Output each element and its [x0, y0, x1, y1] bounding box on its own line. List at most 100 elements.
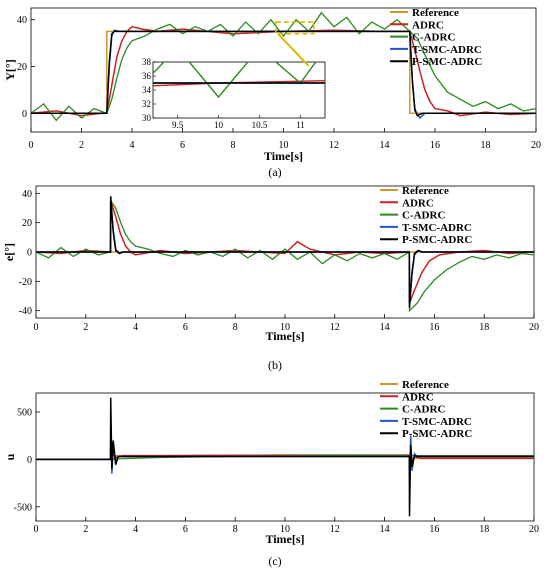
legend-label: Reference	[402, 185, 449, 197]
x-tick-label: 12	[330, 322, 340, 333]
legend-label: P-SMC-ADRC	[402, 428, 472, 440]
x-tick-label: 2	[83, 524, 88, 535]
inset-x-tick-label: 9.5	[172, 120, 184, 130]
x-tick-label: 14	[380, 322, 390, 333]
legend-label: T-SMC-ADRC	[402, 222, 472, 234]
x-tick-label: 20	[529, 524, 539, 535]
y-axis-label: Y[°]	[3, 59, 17, 80]
y-tick-label: 0	[27, 455, 32, 466]
legend-label: Reference	[412, 7, 459, 19]
x-tick-label: 10	[280, 322, 290, 333]
x-tick-label: 4	[130, 140, 135, 151]
panel-caption: (b)	[268, 358, 282, 372]
panel-a: 0 2 4 6 8 10 12 14 16 18 20 0 20 40 Time[s] Y[°] (a) Refe…	[3, 7, 541, 179]
series-line-adrc	[36, 200, 534, 304]
y-axis-label: u	[3, 453, 17, 460]
series-line-c-adrc	[31, 11, 536, 122]
x-tick-label: 20	[529, 322, 539, 333]
series-line-p-smc-adrc	[31, 30, 536, 117]
x-tick-label: 18	[481, 140, 491, 151]
y-axis-label: e[°]	[2, 243, 16, 261]
zoom-connector	[277, 33, 310, 67]
legend-label: P-SMC-ADRC	[402, 234, 472, 246]
x-tick-label: 16	[429, 322, 439, 333]
x-tick-label: 8	[231, 140, 236, 151]
inset-x-tick-label: 10.5	[252, 120, 268, 130]
x-tick-label: 20	[531, 140, 541, 151]
x-tick-label: 4	[133, 322, 138, 333]
series-line-c-adrc	[36, 198, 534, 313]
series-group	[36, 196, 534, 313]
x-tick-label: 14	[380, 140, 390, 151]
y-tick-label: 40	[17, 15, 27, 26]
x-tick-label: 16	[430, 140, 440, 151]
y-tick-label: -500	[14, 502, 32, 513]
x-tick-label: 0	[34, 322, 39, 333]
panel-caption: (c)	[268, 554, 281, 568]
x-tick-label: 6	[183, 524, 188, 535]
legend-label: ADRC	[402, 391, 434, 403]
inset-series-group	[153, 62, 325, 99]
inset-y-tick-label: 34	[142, 85, 152, 95]
x-axis-label: Time[s]	[265, 329, 304, 343]
y-tick-label: 20	[17, 62, 27, 73]
x-tick-label: 12	[329, 140, 339, 151]
legend-label: P-SMC-ADRC	[412, 56, 482, 68]
legend-label: Reference	[402, 379, 449, 391]
x-tick-label: 2	[83, 322, 88, 333]
y-tick-label: -40	[19, 306, 32, 317]
inset-x-tick-label: 10	[214, 120, 224, 130]
y-tick-label: 40	[22, 189, 32, 200]
zoom-box	[275, 21, 315, 35]
inset-y-tick-label: 36	[142, 71, 152, 81]
series-group	[31, 11, 536, 122]
y-tick-label: 0	[22, 109, 27, 120]
legend-label: T-SMC-ADRC	[412, 44, 482, 56]
panel-caption: (a)	[268, 165, 281, 179]
x-tick-label: 18	[479, 524, 489, 535]
series-line-p-smc-adrc	[36, 397, 534, 517]
inset-y-tick-label: 30	[142, 113, 152, 123]
x-tick-label: 2	[79, 140, 84, 151]
x-tick-label: 10	[280, 524, 290, 535]
y-tick-label: 0	[27, 248, 32, 259]
x-tick-label: 8	[233, 322, 238, 333]
series-line-p-smc-adrc	[36, 196, 534, 308]
legend-label: T-SMC-ADRC	[402, 416, 472, 428]
y-tick-label: 20	[22, 218, 32, 229]
x-tick-label: 16	[429, 524, 439, 535]
inset-y-tick-label: 38	[142, 57, 152, 67]
inset-series-p-smc-adrc	[153, 82, 325, 84]
x-axis-label: Time[s]	[264, 149, 303, 163]
inset-series-t-smc-adrc	[153, 82, 325, 84]
x-tick-label: 18	[479, 322, 489, 333]
series-line-c-adrc	[36, 454, 534, 461]
x-tick-label: 14	[380, 524, 390, 535]
legend-label: C-ADRC	[402, 404, 445, 416]
x-tick-label: 6	[183, 322, 188, 333]
inset-x-tick-label: 11	[296, 120, 305, 130]
x-tick-label: 0	[29, 140, 34, 151]
legend-label: C-ADRC	[402, 210, 445, 222]
legend-label: C-ADRC	[412, 32, 455, 44]
inset: 9.5 10 10.5 11 30 32 34 36 38	[142, 57, 326, 130]
x-tick-label: 6	[180, 140, 185, 151]
x-tick-label: 12	[330, 524, 340, 535]
panel-b: 0 2 4 6 8 10 12 14 16 18 20 -40 -20 0 20 40 Time[s] e[°] (…	[2, 185, 539, 372]
inset-y-tick-label: 32	[142, 99, 151, 109]
panel-c: 0 2 4 6 8 10 12 14 16 18 20-5000500Time[s]u(c)Refe…	[3, 379, 539, 568]
y-tick-label: 500	[17, 407, 32, 418]
legend-label: ADRC	[402, 197, 434, 209]
x-tick-label: 8	[233, 524, 238, 535]
x-tick-label: 10	[279, 140, 289, 151]
x-tick-label: 0	[34, 524, 39, 535]
x-axis-label: Time[s]	[265, 532, 304, 546]
legend-label: ADRC	[412, 19, 444, 31]
y-tick-label: -20	[19, 277, 32, 288]
inset-frame	[152, 61, 326, 119]
x-tick-label: 4	[133, 524, 138, 535]
